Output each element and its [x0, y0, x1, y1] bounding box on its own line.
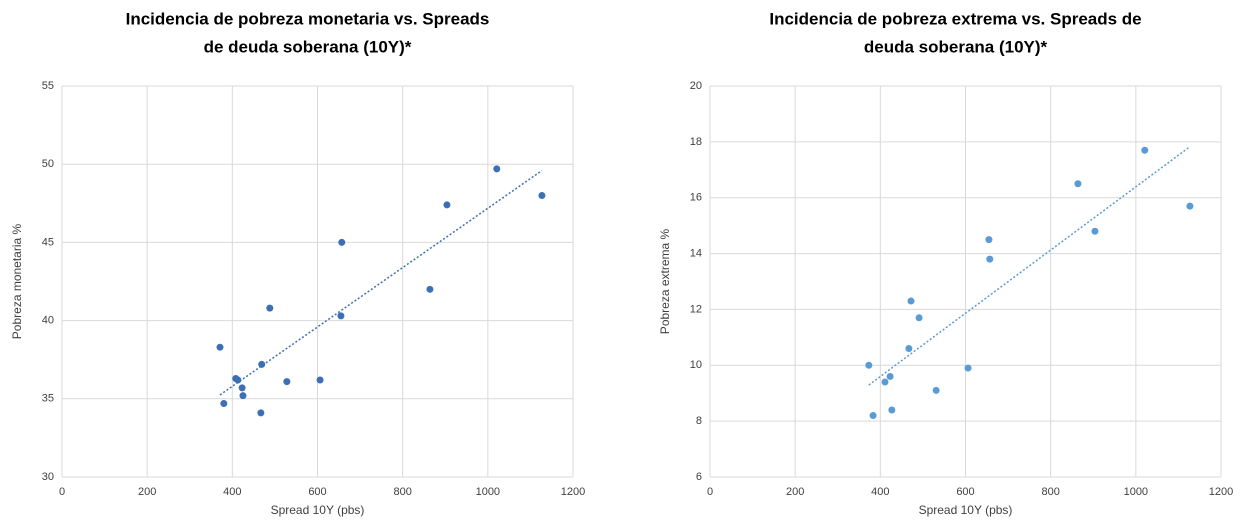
- chart-title: Incidencia de pobreza extrema vs. Spread…: [769, 9, 1141, 28]
- x-tick-label: 1200: [1209, 486, 1233, 498]
- point: [1091, 227, 1099, 235]
- y-tick-label: 30: [42, 471, 54, 483]
- point: [932, 386, 940, 394]
- y-tick-label: 50: [42, 158, 54, 170]
- x-tick-label: 400: [223, 486, 241, 498]
- point: [266, 304, 274, 312]
- x-tick-label: 200: [786, 486, 804, 498]
- x-tick-label: 200: [138, 486, 156, 498]
- x-tick-label: 0: [707, 486, 713, 498]
- y-tick-label: 14: [690, 247, 702, 259]
- point: [869, 412, 877, 420]
- point: [238, 384, 246, 392]
- x-tick-label: 1000: [476, 486, 500, 498]
- point: [538, 191, 546, 199]
- y-tick-label: 8: [696, 415, 702, 427]
- y-tick-label: 40: [42, 315, 54, 327]
- chart-title: deuda soberana (10Y)*: [864, 37, 1048, 56]
- y-axis-label: Pobreza extrema %: [658, 228, 672, 334]
- point: [985, 236, 993, 244]
- trendline: [868, 146, 1191, 386]
- x-tick-label: 800: [1041, 486, 1059, 498]
- x-tick-label: 0: [59, 486, 65, 498]
- point: [443, 201, 451, 209]
- chart-title: Incidencia de pobreza monetaria vs. Spre…: [126, 9, 490, 28]
- point: [493, 165, 501, 173]
- point: [338, 238, 346, 246]
- point: [258, 360, 266, 368]
- x-axis-label: Spread 10Y (pbs): [919, 503, 1013, 517]
- y-tick-label: 55: [42, 80, 54, 92]
- point: [881, 378, 889, 386]
- point: [234, 376, 242, 384]
- point: [888, 406, 896, 414]
- x-tick-label: 1000: [1124, 486, 1148, 498]
- y-tick-label: 6: [696, 471, 702, 483]
- x-axis-label: Spread 10Y (pbs): [271, 503, 365, 517]
- y-tick-label: 12: [690, 303, 702, 315]
- y-axis-label: Pobreza monetaria %: [10, 223, 24, 339]
- y-tick-label: 16: [690, 192, 702, 204]
- point: [426, 285, 434, 293]
- x-tick-label: 400: [871, 486, 889, 498]
- y-tick-label: 10: [690, 359, 702, 371]
- x-tick-label: 600: [308, 486, 326, 498]
- point: [1074, 180, 1082, 188]
- point: [907, 297, 915, 305]
- point: [905, 345, 913, 353]
- point: [865, 361, 873, 369]
- x-tick-label: 800: [393, 486, 411, 498]
- point: [220, 399, 228, 407]
- point: [216, 343, 224, 351]
- point: [316, 376, 324, 384]
- chart-title: de deuda soberana (10Y)*: [204, 37, 412, 56]
- point: [915, 314, 923, 322]
- point: [1141, 146, 1149, 154]
- y-tick-label: 45: [42, 236, 54, 248]
- point: [239, 392, 247, 400]
- point: [283, 378, 291, 386]
- y-tick-label: 20: [690, 80, 702, 92]
- x-tick-label: 1200: [561, 486, 585, 498]
- point: [886, 372, 894, 380]
- point: [337, 312, 345, 320]
- point: [986, 255, 994, 263]
- point: [964, 364, 972, 372]
- point: [257, 409, 265, 417]
- x-tick-label: 600: [956, 486, 974, 498]
- trendline: [219, 169, 543, 396]
- y-tick-label: 35: [42, 393, 54, 405]
- point: [1186, 202, 1194, 210]
- y-tick-label: 18: [690, 136, 702, 148]
